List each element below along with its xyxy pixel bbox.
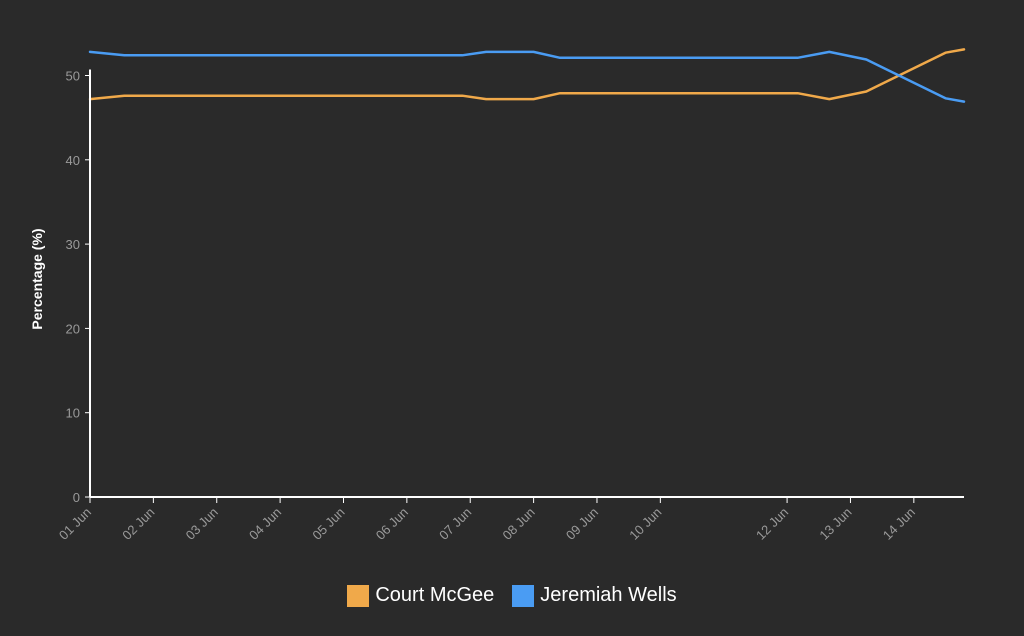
x-tick-label: 08 Jun bbox=[500, 505, 538, 543]
legend: Court McGee Jeremiah Wells bbox=[0, 584, 1024, 607]
x-tick-label: 05 Jun bbox=[309, 505, 347, 543]
legend-item[interactable]: Court McGee bbox=[347, 584, 494, 607]
x-tick-label: 02 Jun bbox=[119, 505, 157, 543]
x-tick-label: 13 Jun bbox=[816, 505, 854, 543]
legend-label: Jeremiah Wells bbox=[540, 584, 677, 606]
x-tick-label: 04 Jun bbox=[246, 505, 284, 543]
line-chart: 0 10 20 30 40 50 01 Jun 02 Jun 03 Jun 04 Jun 05 J… bbox=[29, 48, 966, 543]
series-layer bbox=[88, 48, 966, 103]
x-tick-label: 12 Jun bbox=[753, 505, 791, 543]
y-tick-label: 0 bbox=[73, 490, 80, 505]
legend-swatch bbox=[347, 584, 370, 607]
y-tick-label: 40 bbox=[66, 153, 80, 168]
x-tick-label: 14 Jun bbox=[880, 505, 918, 543]
x-tick-label: 01 Jun bbox=[56, 505, 94, 543]
y-tick-label: 50 bbox=[66, 69, 80, 84]
x-tick-label: 10 Jun bbox=[626, 505, 664, 543]
x-tick-label: 03 Jun bbox=[183, 505, 221, 543]
y-axis-ticks: 0 10 20 30 40 50 bbox=[66, 69, 90, 505]
series-line-court-mcgee bbox=[88, 48, 966, 101]
y-tick-label: 30 bbox=[66, 237, 80, 252]
legend-label: Court McGee bbox=[375, 584, 495, 606]
x-tick-label: 06 Jun bbox=[373, 505, 411, 543]
y-tick-label: 20 bbox=[66, 321, 80, 336]
x-tick-label: 09 Jun bbox=[563, 505, 601, 543]
y-axis-title: Percentage (%) bbox=[29, 228, 45, 329]
y-tick-label: 10 bbox=[66, 406, 80, 421]
legend-item[interactable]: Jeremiah Wells bbox=[512, 584, 677, 607]
legend-swatch bbox=[512, 584, 535, 607]
x-tick-label: 07 Jun bbox=[436, 505, 474, 543]
series-line-jeremiah-wells bbox=[88, 50, 966, 103]
x-axis-ticks: 01 Jun 02 Jun 03 Jun 04 Jun 05 Jun 06 Jun 07 J… bbox=[56, 497, 918, 543]
